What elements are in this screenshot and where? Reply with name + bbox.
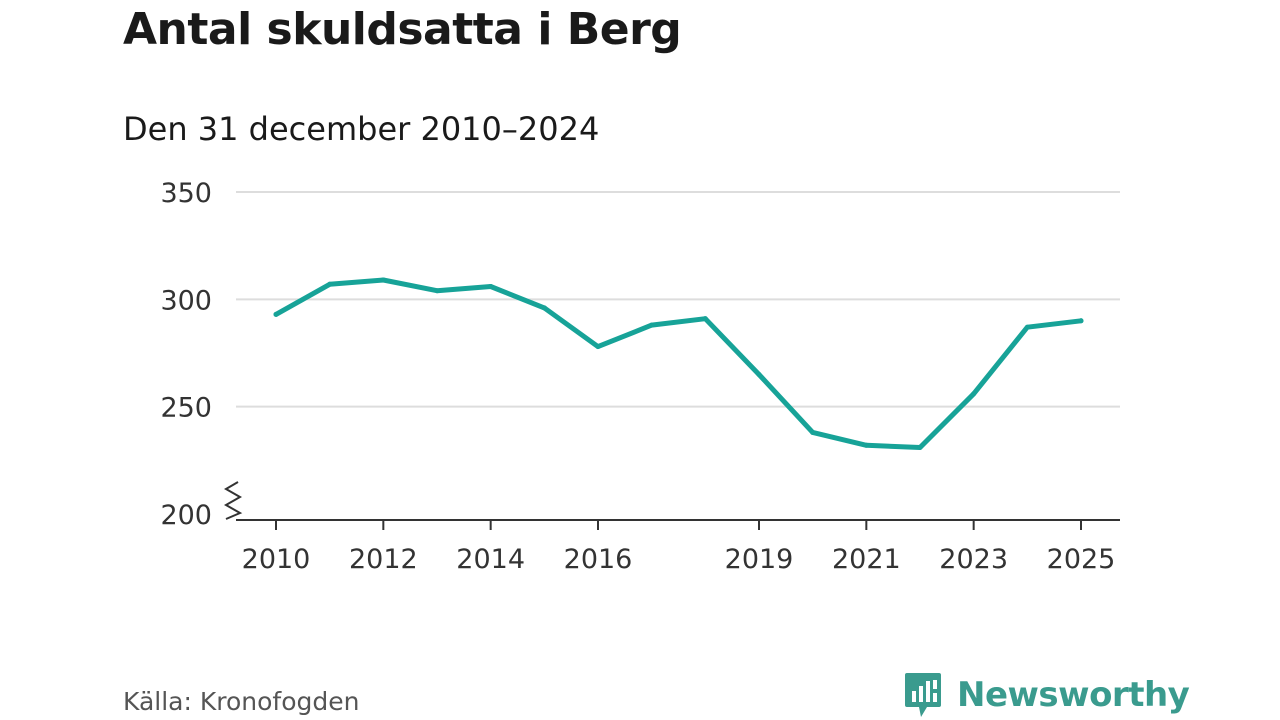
data-point-2017 [649, 322, 655, 328]
data-point-2020 [810, 429, 816, 435]
axis-break-icon [223, 481, 243, 520]
line-chart: 200 250 300 350 2010 2012 2014 2016 2019 2021 202… [160, 178, 1120, 575]
y-tick-label-350: 350 [160, 178, 212, 209]
series-line-0 [273, 277, 1084, 450]
data-point-2010 [273, 311, 279, 317]
x-tick-label-2021: 2021 [832, 544, 901, 575]
data-point-2018 [702, 316, 708, 322]
data-point-2023 [971, 391, 977, 397]
chart-subtitle: Den 31 december 2010–2024 [123, 110, 600, 148]
source-note: Källa: Kronofogden [123, 687, 360, 716]
data-point-2022 [917, 444, 923, 450]
x-tick-label-2019: 2019 [725, 544, 794, 575]
data-point-2016 [595, 344, 601, 350]
data-point-2012 [380, 277, 386, 283]
data-point-2024 [1024, 324, 1030, 330]
x-tick-label-2014: 2014 [456, 544, 525, 575]
newsworthy-logo: Newsworthy [903, 671, 1190, 719]
data-point-2021 [863, 442, 869, 448]
y-tick-label-300: 300 [160, 285, 212, 316]
y-tick-label-200: 200 [160, 500, 212, 531]
y-axis: 200 250 300 350 [160, 178, 243, 531]
data-point-2015 [541, 305, 547, 311]
data-point-2013 [434, 288, 440, 294]
newsworthy-logo-icon [905, 673, 941, 717]
series-layer [273, 277, 1084, 450]
y-tick-label-250: 250 [160, 393, 212, 424]
chart-title: Antal skuldsatta i Berg [123, 4, 682, 55]
x-axis: 2010 2012 2014 2016 2019 2021 2023 2025 [236, 519, 1120, 575]
x-tick-label-2025: 2025 [1047, 544, 1116, 575]
data-point-2019 [756, 371, 762, 377]
newsworthy-logo-text: Newsworthy [957, 675, 1190, 715]
x-tick-label-2012: 2012 [349, 544, 418, 575]
x-tick-label-2010: 2010 [242, 544, 311, 575]
x-tick-label-2016: 2016 [564, 544, 633, 575]
data-point-2025 [1078, 318, 1084, 324]
x-tick-label-2023: 2023 [939, 544, 1008, 575]
gridlines [236, 191, 1120, 408]
data-point-2011 [327, 281, 333, 287]
data-point-2014 [488, 283, 494, 289]
